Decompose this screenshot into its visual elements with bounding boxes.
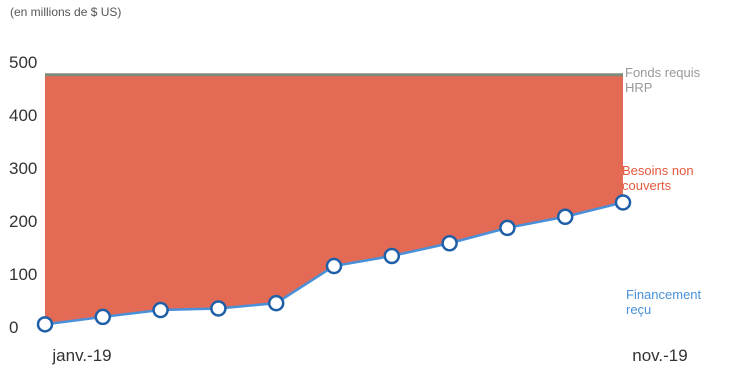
annotation-required-funds-line-1: HRP [625, 80, 652, 95]
annotation-required-funds-line-0: Fonds requis [625, 65, 701, 80]
received-point-juil.-19 [383, 247, 401, 265]
area-layer [45, 74, 623, 325]
annotation-unmet-needs: Besoins non couverts [622, 163, 694, 193]
received-point-avr.-19 [210, 300, 227, 317]
received-point-sept.-19 [499, 219, 516, 237]
annotation-received-funding-line-0: Financement [626, 287, 702, 302]
annotation-layer: Fonds requis HRP Besoins non couverts Financ… [622, 65, 702, 317]
annotation-unmet-needs-line-0: Besoins non [622, 163, 694, 178]
annotation-received-funding: Financement reçu [626, 287, 702, 317]
y-tick-200: 200 [9, 212, 37, 231]
x-tick-janv.-19: janv.-19 [51, 346, 111, 365]
y-tick-400: 400 [9, 106, 37, 125]
y-tick-300: 300 [9, 159, 37, 178]
received-point-févr.-19 [94, 308, 112, 326]
received-point-août-19 [441, 235, 458, 252]
y-tick-500: 500 [9, 53, 37, 72]
chart-subtitle: (en millions de $ US) [10, 5, 121, 19]
marker-layer [36, 194, 632, 333]
y-tick-100: 100 [9, 265, 37, 284]
received-point-juin-19 [325, 257, 343, 275]
received-point-oct.-19 [556, 208, 574, 226]
x-tick-nov.-19: nov.-19 [632, 346, 687, 365]
unmet-needs-area [45, 74, 623, 325]
received-point-mai-19 [267, 294, 285, 312]
x-axis: janv.-19 nov.-19 [51, 346, 687, 365]
y-tick-0: 0 [9, 318, 18, 337]
y-axis: 0 100 200 300 400 500 [9, 53, 37, 337]
received-point-mars-19 [152, 301, 169, 319]
annotation-unmet-needs-line-1: couverts [622, 178, 672, 193]
annotation-required-funds: Fonds requis HRP [625, 65, 701, 95]
received-point-janv.-19 [36, 316, 54, 333]
received-point-nov.-19 [614, 194, 632, 211]
annotation-received-funding-line-1: reçu [626, 302, 651, 317]
